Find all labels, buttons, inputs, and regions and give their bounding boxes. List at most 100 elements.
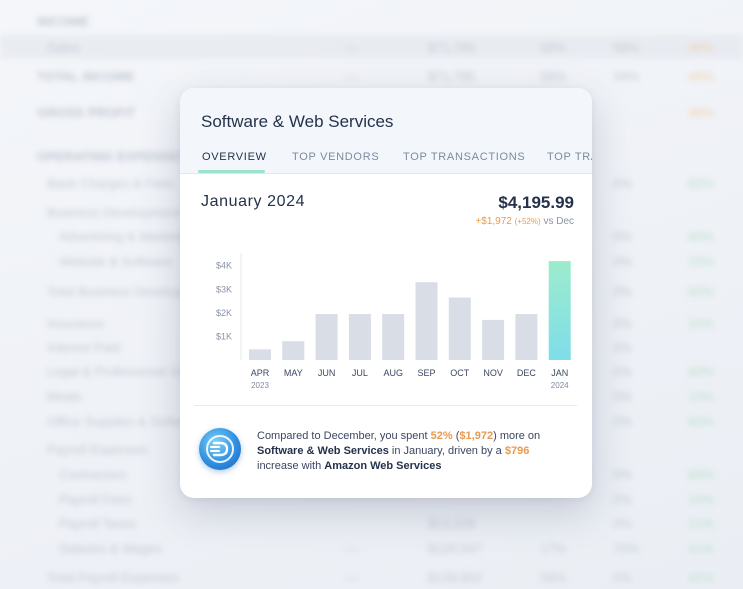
report-row-label: Bank Charges & Fees xyxy=(47,176,175,191)
bar[interactable] xyxy=(415,282,438,360)
report-row-label: Interest Paid xyxy=(47,340,120,355)
report-cell-p3: 48% xyxy=(688,69,715,84)
insight-percent: 52% xyxy=(430,430,453,442)
bar-highlighted[interactable] xyxy=(548,261,571,360)
report-row-label: Total Payroll Expenses xyxy=(47,570,179,585)
bar[interactable] xyxy=(382,314,405,360)
report-cell-p2: 0% xyxy=(613,176,632,191)
report-cell-p3: 41% xyxy=(688,541,715,556)
report-row-label: TOTAL INCOME xyxy=(37,69,135,84)
report-cell-v2: $13,228 xyxy=(428,516,475,531)
report-cell-p1: 58% xyxy=(540,69,567,84)
delta-suffix: vs Dec xyxy=(543,216,574,227)
report-cell-p3: 10% xyxy=(688,492,715,507)
report-cell-p1: 58% xyxy=(540,570,567,585)
x-tick-label: JUN xyxy=(318,368,336,378)
report-cell-v1: — xyxy=(345,541,358,556)
card-header: Software & Web Services OVERVIEW TOP VEN… xyxy=(180,88,592,174)
report-cell-p3: 60% xyxy=(688,467,715,482)
y-tick-label: $2K xyxy=(216,308,232,318)
report-cell-v2: $139,802 xyxy=(428,570,483,585)
report-row: TOTAL INCOME — $71,795 58% 58% 48% xyxy=(0,64,743,88)
monthly-spend-bar-chart: $1K $2K $3K $4K APR 2023 MAY JUN JUL AUG SEP OCT NOV… xyxy=(216,253,571,390)
report-row-label: Website & Software xyxy=(59,254,173,269)
report-cell-p3: 15% xyxy=(688,254,715,269)
report-cell-p3: 60% xyxy=(688,414,715,429)
card-title: Software & Web Services xyxy=(201,112,394,131)
bar[interactable] xyxy=(448,297,471,360)
x-tick-label: AUG xyxy=(383,368,403,378)
delta-percent: (+52%) xyxy=(514,217,541,226)
report-cell-p3: 60% xyxy=(688,229,715,244)
report-row-label: Business Development xyxy=(47,205,180,220)
divider xyxy=(194,405,577,406)
report-row-label: Payroll Fees xyxy=(59,492,132,507)
report-cell-p2: 0% xyxy=(613,316,632,331)
bar[interactable] xyxy=(482,319,505,360)
x-tick-label: APR xyxy=(251,368,270,378)
x-tick-label: SEP xyxy=(417,368,435,378)
insight-amount: $1,972 xyxy=(459,430,494,442)
delta-summary: +$1,972 (+52%) vs Dec xyxy=(475,216,574,227)
report-cell-v2: $71,795 xyxy=(428,69,475,84)
report-row: Salaries & Wages — $126,547 17% 70% 41% xyxy=(0,536,743,560)
report-cell-p1: 17% xyxy=(540,541,567,556)
y-tick-label: $3K xyxy=(216,284,232,294)
bar[interactable] xyxy=(515,314,538,360)
y-tick-label: $1K xyxy=(216,331,232,341)
report-cell-p3: 60% xyxy=(688,284,715,299)
insight-category: Software & Web Services xyxy=(257,445,389,457)
bar[interactable] xyxy=(315,314,338,360)
report-row: INCOME xyxy=(0,9,743,33)
insight-text-part: Compared to December, you spent xyxy=(257,430,428,442)
report-cell-p3: 48% xyxy=(688,105,715,120)
delta-amount: +$1,972 xyxy=(475,216,512,227)
bar[interactable] xyxy=(249,349,271,360)
report-row: Payroll Taxes $13,228 0% 21% xyxy=(0,511,743,535)
bar[interactable] xyxy=(282,341,305,360)
insight-text-part: more on xyxy=(499,430,541,442)
report-cell-p2: 0% xyxy=(613,516,632,531)
insight-text-part: in January, driven by a xyxy=(391,445,502,457)
y-tick-label: $4K xyxy=(216,261,232,271)
tab-top-transactions[interactable]: TOP TRANSACTIONS xyxy=(403,151,526,163)
report-cell-p2: 58% xyxy=(613,40,640,55)
report-row-label: Office Supplies & Software xyxy=(47,414,202,429)
report-cell-v2: $71,795 xyxy=(428,40,475,55)
x-tick-label: OCT xyxy=(450,368,470,378)
x-tick-label: MAY xyxy=(284,368,303,378)
period-label: January 2024 xyxy=(201,193,306,210)
report-cell-p3: 10% xyxy=(688,389,715,404)
report-cell-p2: 0% xyxy=(613,414,632,429)
period-amount: $4,195.99 xyxy=(498,193,574,212)
bar[interactable] xyxy=(348,314,371,360)
x-tick-label: JUL xyxy=(352,368,368,378)
insight-vendor: Amazon Web Services xyxy=(324,460,442,472)
report-cell-p3: 10% xyxy=(688,316,715,331)
insight-text: Compared to December, you spent 52% ($1,… xyxy=(257,430,541,472)
report-cell-p2: 0% xyxy=(613,229,632,244)
report-cell-p1: 58% xyxy=(540,40,567,55)
report-cell-p3: 60% xyxy=(688,364,715,379)
category-insight-card: Software & Web Services OVERVIEW TOP VEN… xyxy=(180,88,592,498)
report-cell-p3: 21% xyxy=(688,516,715,531)
report-row-label: Advertising & Marketing xyxy=(59,229,197,244)
ai-insight-icon xyxy=(199,428,241,470)
insight-text-part: increase with xyxy=(257,460,322,472)
tab-top-truncated[interactable]: TOP TRA xyxy=(547,151,592,163)
report-cell-v2: $126,547 xyxy=(428,541,483,556)
report-cell-p2: 0% xyxy=(613,492,632,507)
report-row-label: Salaries & Wages xyxy=(59,541,162,556)
report-row: Sales — $71,795 58% 58% 48% xyxy=(0,35,743,59)
x-tick-year-label: 2024 xyxy=(551,381,569,390)
x-tick-label: NOV xyxy=(483,368,503,378)
report-cell-p2: 0% xyxy=(613,467,632,482)
active-tab-indicator xyxy=(198,170,265,173)
report-cell-p2: 0% xyxy=(613,254,632,269)
tab-top-vendors[interactable]: TOP VENDORS xyxy=(292,151,380,163)
tab-overview[interactable]: OVERVIEW xyxy=(202,151,267,163)
report-cell-p2: 0% xyxy=(613,389,632,404)
report-cell-p3: 65% xyxy=(688,176,715,191)
report-row-label: Payroll Expenses xyxy=(47,442,148,457)
report-cell-p2: 0% xyxy=(613,284,632,299)
